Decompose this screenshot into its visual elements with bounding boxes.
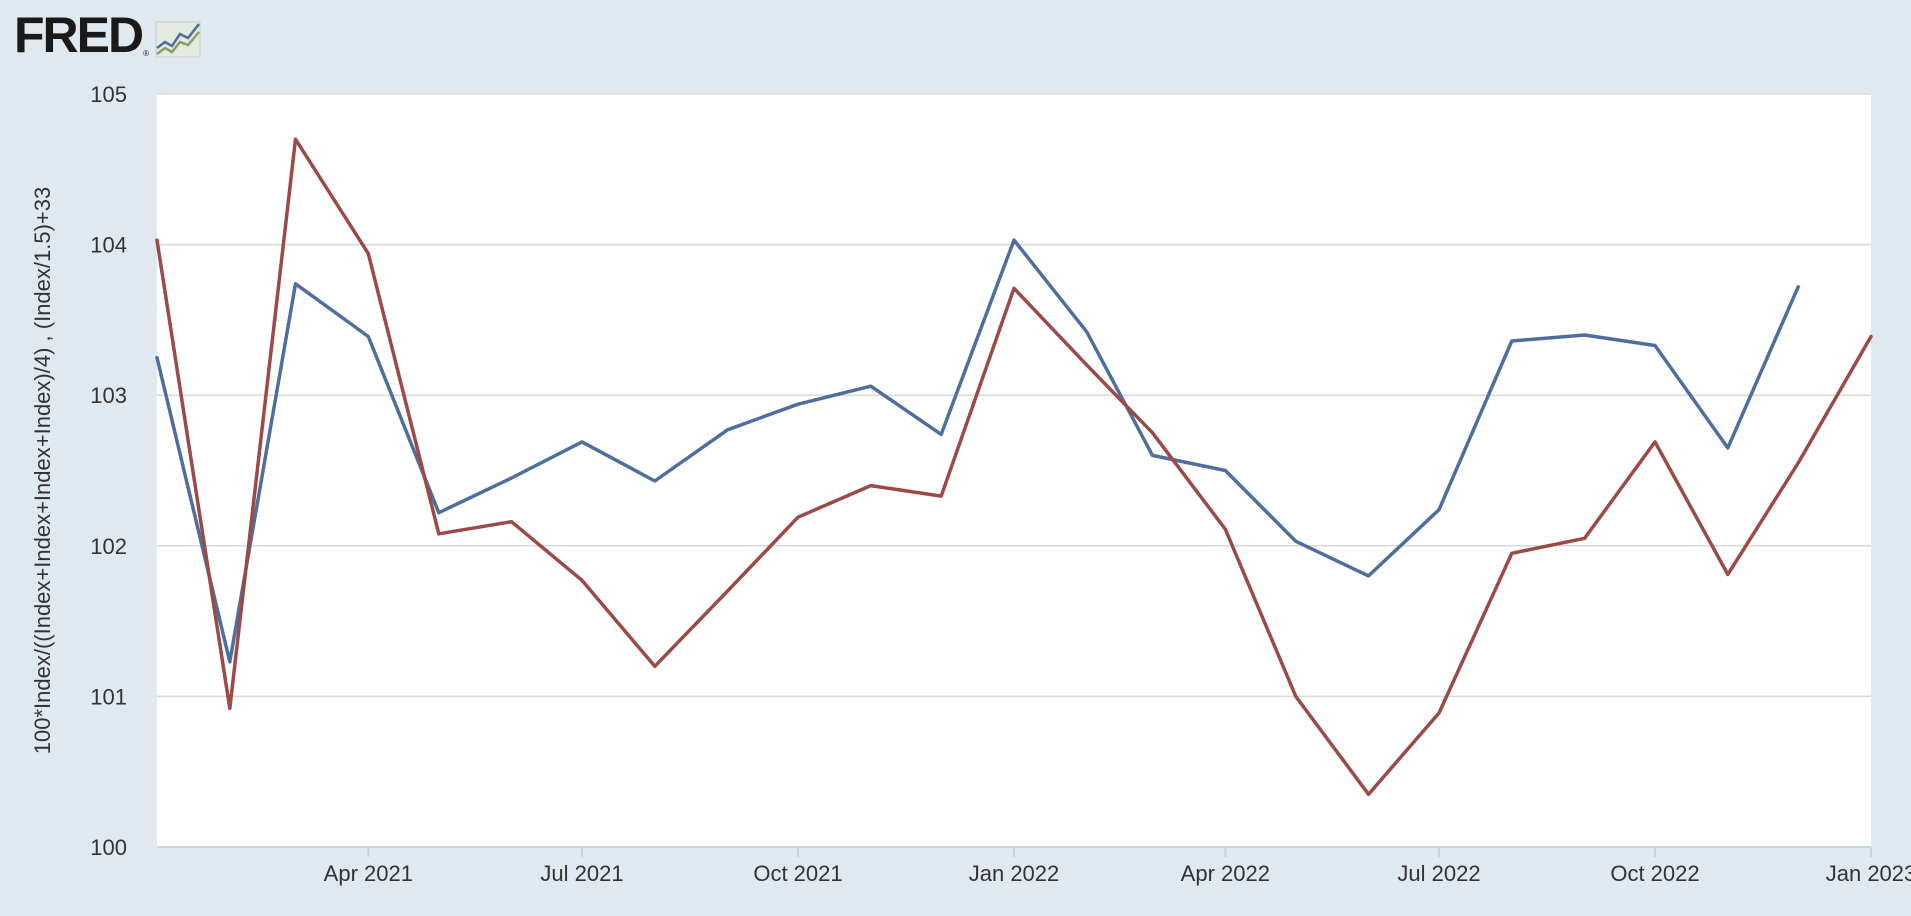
x-tick-label: Jan 2022	[969, 861, 1060, 886]
x-tick-label: Oct 2022	[1610, 861, 1699, 886]
y-tick-label: 102	[90, 534, 127, 559]
y-tick-label: 104	[90, 233, 127, 258]
x-tick-label: Apr 2022	[1181, 861, 1270, 886]
plot-area	[157, 94, 1871, 847]
y-tick-label: 100	[90, 835, 127, 860]
y-tick-label: 101	[90, 684, 127, 709]
x-tick-label: Jul 2021	[540, 861, 623, 886]
x-axis: Apr 2021 Jul 2021 Oct 2021 Jan 2022 Apr 2022…	[157, 846, 1911, 886]
y-axis: 100 101 102 103 104 105	[90, 82, 127, 860]
logo-registered-mark: ®	[143, 49, 150, 58]
logo-text: FRED	[14, 7, 144, 63]
x-tick-label: Jul 2022	[1397, 861, 1480, 886]
series-layer	[155, 137, 1873, 797]
x-tick-label: Oct 2021	[753, 861, 842, 886]
x-tick-label: Jan 2023	[1826, 861, 1911, 886]
y-tick-label: 105	[90, 82, 127, 107]
x-tick-label: Apr 2021	[324, 861, 413, 886]
line-chart-icon	[155, 21, 201, 58]
y-axis-title: 100*Index/((Index+Index+Index+Index)/4) …	[30, 187, 55, 755]
fred-logo[interactable]: FRED ®	[14, 10, 201, 60]
series-2-line	[155, 137, 1873, 797]
y-tick-label: 103	[90, 383, 127, 408]
